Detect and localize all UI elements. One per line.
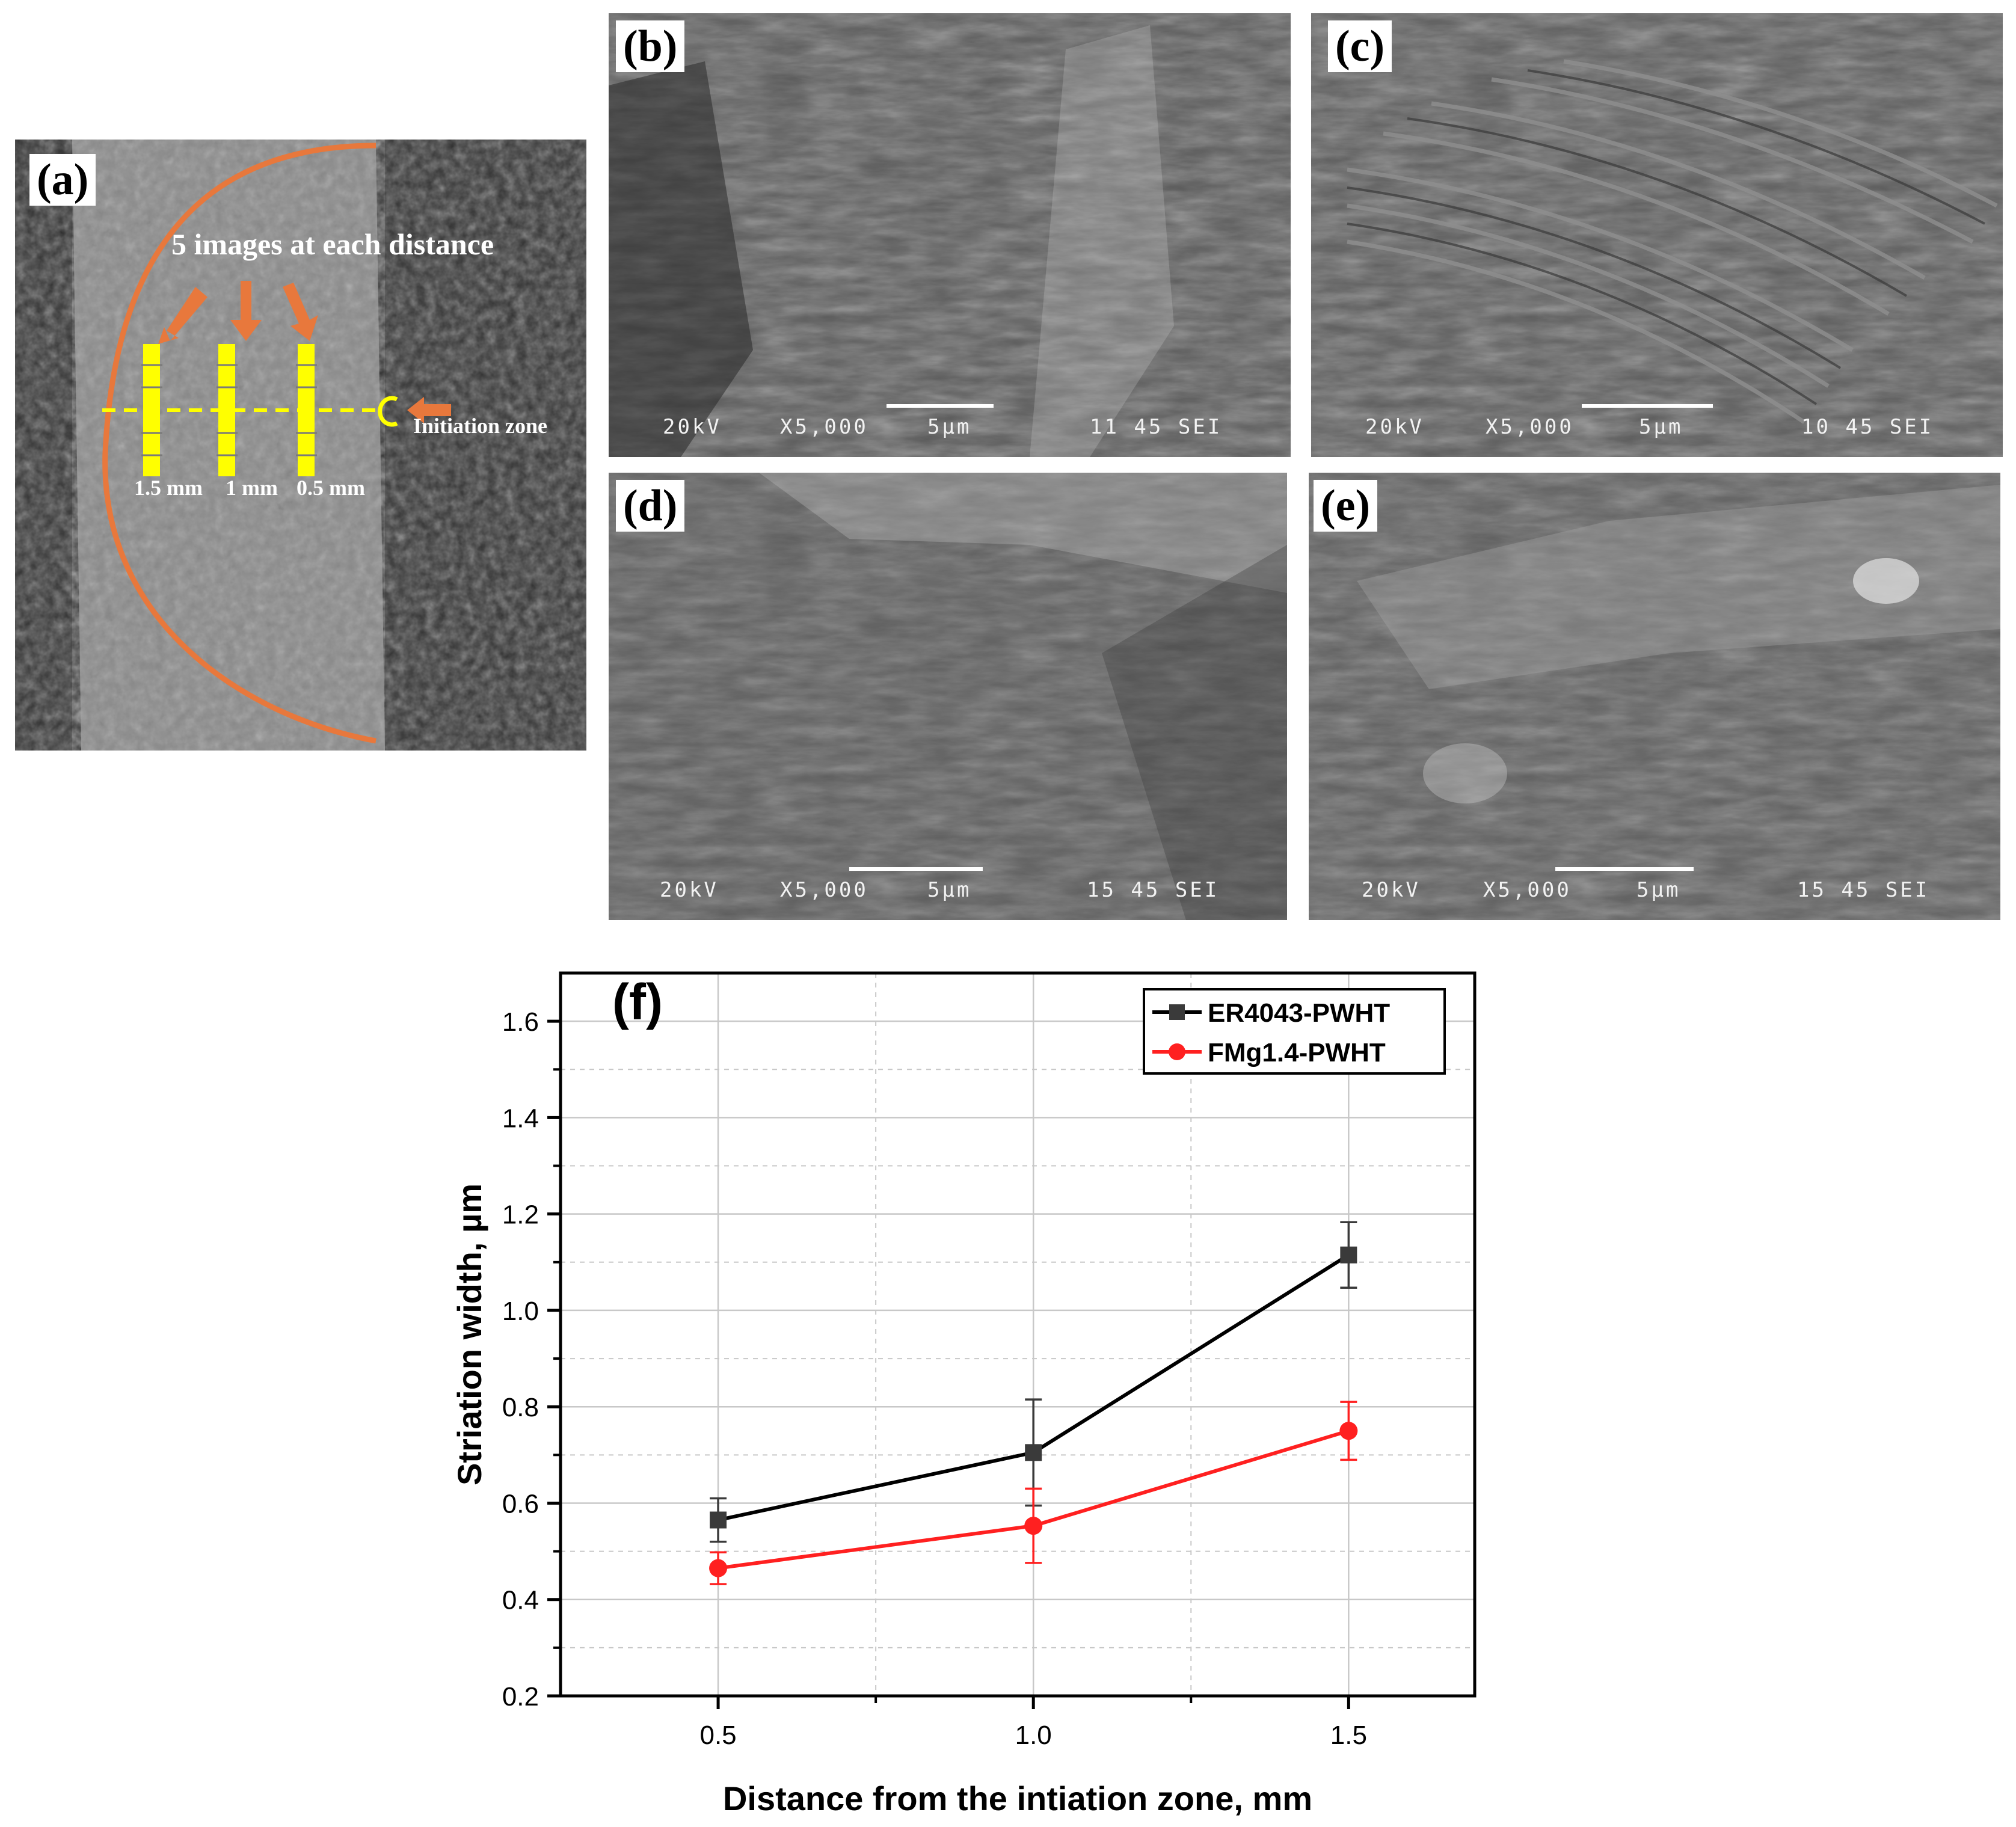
distance-label-1-5mm: 1.5 mm [134,476,203,500]
y-tick-label: 1.0 [502,1297,539,1326]
caption-5-images: 5 images at each distance [171,227,494,261]
legend-box [1143,988,1446,1075]
scale-bar-b [887,404,994,408]
panel-c-label: (c) [1328,20,1392,72]
sem-info: 11 45 SEI [1090,415,1223,439]
y-tick-label: 1.4 [502,1104,539,1133]
y-tick-label: 0.8 [502,1393,539,1422]
legend-label: ER4043-PWHT [1208,998,1390,1028]
sem-info-bar-d: 20kV X5,000 5µm 15 45 SEI [609,866,1287,902]
panel-b-sem-image: (b) 20kV X5,000 5µm 11 45 SEI [609,13,1291,457]
sem-mag: X5,000 [780,415,868,439]
sem-info: 15 45 SEI [1087,878,1220,902]
y-tick-label: 0.4 [502,1586,539,1615]
panel-d-label: (d) [616,480,685,532]
sem-info-bar-e: 20kV X5,000 5µm 15 45 SEI [1309,866,2000,902]
data-point-circle [1024,1517,1043,1535]
legend-marker-square [1169,1004,1185,1020]
initiation-zone-label: Initiation zone [413,414,548,438]
y-tick-label: 0.6 [502,1489,539,1518]
legend-label: FMg1.4-PWHT [1208,1038,1386,1067]
data-point-circle [1339,1422,1358,1440]
chart-panel-label: (f) [612,974,663,1030]
fracture-surface-image [15,140,586,751]
sem-mag: X5,000 [780,878,868,902]
y-tick-label: 0.2 [502,1682,539,1712]
y-axis-label: Striation width, µm [450,1184,488,1485]
data-point-square [1025,1444,1042,1461]
data-point-square [710,1511,727,1529]
panel-a-fracture-overview: (a) 5 images at each distance Initiation… [15,140,586,751]
scale-bar-e [1555,867,1694,871]
distance-label-1mm: 1 mm [226,476,278,500]
plot-frame [559,971,1477,1698]
data-point-square [1340,1246,1357,1264]
sem-info: 10 45 SEI [1801,415,1934,439]
panel-b-label: (b) [616,20,685,72]
sem-texture [609,13,1291,457]
legend-marker-circle [1169,1043,1185,1060]
distance-label-0-5mm: 0.5 mm [297,476,365,500]
sem-info-bar-b: 20kV X5,000 5µm 11 45 SEI [609,403,1291,439]
sem-info-bar-c: 20kV X5,000 5µm 10 45 SEI [1311,403,2003,439]
sem-scale-text: 5µm [1639,415,1683,439]
panel-d-sem-image: (d) 20kV X5,000 5µm 15 45 SEI [609,473,1287,920]
sem-texture [1309,473,2000,920]
sem-texture [1311,13,2003,457]
sem-kv: 20kV [663,415,722,439]
sem-scale-text: 5µm [927,415,972,439]
x-axis-label: Distance from the intiation zone, mm [723,1779,1312,1817]
data-point-circle [709,1559,728,1577]
scale-bar-c [1582,404,1713,408]
y-tick-label: 1.2 [502,1200,539,1230]
sem-scale-text: 5µm [1636,878,1681,902]
sem-texture [609,473,1287,920]
sem-info: 15 45 SEI [1797,878,1930,902]
sem-scale-text: 5µm [927,878,972,902]
panel-a-label: (a) [29,154,96,206]
panel-e-sem-image: (e) 20kV X5,000 5µm 15 45 SEI [1309,473,2000,920]
panel-e-label: (e) [1314,480,1378,532]
scale-bar-d [849,867,983,871]
x-tick-label: 1.0 [1015,1721,1052,1750]
sem-kv: 20kV [1365,415,1424,439]
sem-mag: X5,000 [1486,415,1574,439]
x-tick-label: 0.5 [699,1721,736,1750]
sem-mag: X5,000 [1483,878,1572,902]
sem-kv: 20kV [1362,878,1421,902]
y-tick-label: 1.6 [502,1007,539,1037]
panel-c-sem-image: (c) 20kV X5,000 5µm 10 45 SEI [1311,13,2003,457]
x-tick-label: 1.5 [1330,1721,1367,1750]
chart-grid [561,973,1475,1697]
sem-kv: 20kV [660,878,719,902]
